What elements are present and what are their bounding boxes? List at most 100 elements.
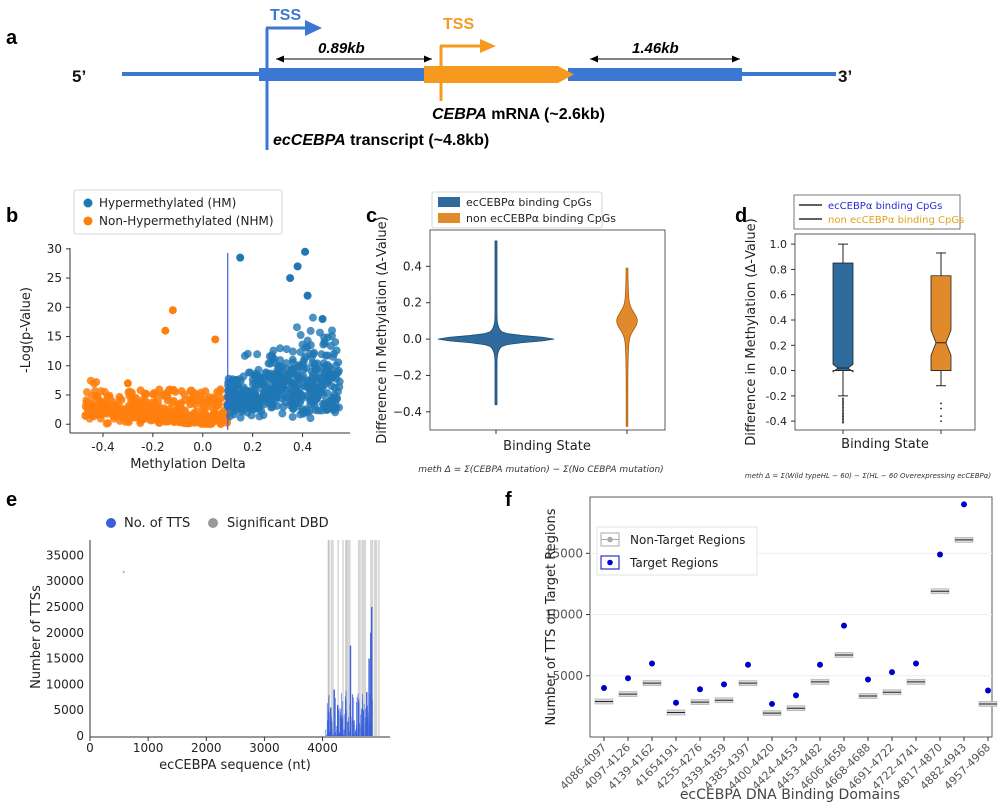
hm-point: [257, 406, 266, 415]
highlight-point: [328, 373, 337, 382]
nhm-point: [166, 404, 175, 413]
hm-point: [275, 368, 284, 377]
volcano-xtick-label: -0.4: [91, 440, 114, 454]
violin-ec-binding: [437, 240, 555, 405]
box-formula: meth Δ = Σ(Wild typeHL − 60) − Σ(HL − 60…: [745, 472, 991, 480]
nhm-point: [216, 420, 225, 429]
hm-point: [320, 339, 329, 348]
violin-legend-box: [431, 191, 603, 229]
volcano-ytick-label: 10: [47, 359, 62, 373]
ec-label-rest: transcript (~4.8kb): [346, 132, 490, 149]
nhm-point: [217, 409, 226, 418]
hm-point: [278, 409, 287, 418]
hm-point: [292, 323, 301, 332]
violin-axes: −0.4 −0.2 0.0 0.2 0.4: [393, 259, 628, 434]
hm-point: [306, 326, 315, 335]
nhm-point: [143, 401, 152, 410]
ec-tss-arrowhead: [305, 20, 322, 36]
panel-label-a: a: [6, 27, 18, 49]
hm-point: [235, 398, 244, 407]
dbd-ylabel: Number of TTS on Target Regions: [544, 508, 559, 725]
box-outlier: [842, 403, 844, 406]
mrna-label: CEBPA mRNA (~2.6kb): [432, 106, 605, 123]
hm-point: [330, 405, 339, 414]
hm-point: [244, 391, 253, 400]
box-ytick-label: -0.2: [766, 390, 787, 403]
target-point: [817, 661, 823, 668]
nhm-point: [163, 393, 172, 402]
significant-dbd-band: [332, 540, 334, 736]
violin-ytick-label: 0.2: [403, 296, 422, 310]
hm-point: [317, 350, 326, 359]
hm-point: [226, 392, 235, 401]
nhm-point: [151, 390, 160, 399]
significant-dbd-band: [348, 540, 351, 736]
nhm-point: [141, 408, 150, 417]
box-outlier: [842, 415, 844, 418]
target-point: [841, 622, 847, 629]
hm-point: [289, 404, 298, 413]
distance-right-head-l: [590, 55, 598, 63]
volcano-ytick-label: 5: [54, 388, 62, 402]
nhm-point: [199, 395, 208, 404]
tts-xtick-label: 2000: [191, 741, 222, 755]
hm-point: [288, 412, 297, 421]
hm-point: [276, 344, 285, 353]
hm-point: [334, 358, 343, 367]
hm-point: [288, 386, 297, 395]
significant-dbd-band: [344, 540, 347, 736]
mrna-tss-label: TSS: [443, 16, 474, 33]
tts-xlabel: ecCEBPA sequence (nt): [159, 758, 311, 773]
mrna-label-rest: mRNA (~2.6kb): [487, 106, 605, 123]
hm-point: [239, 372, 248, 381]
nhm-point: [102, 419, 111, 428]
distance-left-head-r: [424, 55, 432, 63]
dbd-comparison-plot: 500010000150004086-40974097-41264139-416…: [544, 496, 998, 803]
hm-point: [321, 377, 330, 386]
highlight-point: [301, 247, 310, 256]
hm-point: [293, 373, 302, 382]
panel-label-d: d: [735, 205, 747, 227]
volcano-ylabel: -Log(p-Value): [19, 287, 34, 373]
volcano-ytick-label: 25: [47, 271, 62, 285]
box-outlier: [842, 406, 844, 409]
hm-point: [298, 340, 307, 349]
nhm-point: [127, 400, 136, 409]
hm-point: [253, 350, 262, 359]
violin-ytick-label: −0.4: [393, 405, 422, 419]
panel-label-f: f: [505, 489, 512, 511]
distance-right-head-r: [732, 55, 740, 63]
hm-point: [294, 392, 303, 401]
hm-point: [252, 369, 261, 378]
tts-xtick-label: 1000: [133, 741, 164, 755]
hm-point: [312, 386, 321, 395]
volcano-xtick-label: 0.0: [193, 440, 212, 454]
hm-point: [311, 366, 320, 375]
violin-ytick-label: 0.0: [403, 332, 422, 346]
box-outlier: [842, 402, 844, 404]
hm-point: [328, 326, 337, 335]
nhm-point: [154, 405, 163, 414]
dbd-frame: [589, 496, 993, 738]
mrna-tss-arrowhead: [480, 39, 496, 53]
ec-tss-label: TSS: [270, 7, 301, 24]
box-body: [832, 262, 854, 373]
nhm-point: [135, 398, 144, 407]
tts-xtick-label: 3000: [249, 741, 280, 755]
target-point: [913, 660, 919, 667]
nhm-point: [97, 387, 106, 396]
dbd-ytick-label: 10000: [545, 608, 583, 622]
dbd-legend-box: [596, 526, 758, 576]
violin-frame: [429, 229, 666, 431]
dbd-ytick-label: 15000: [545, 546, 583, 560]
hm-point: [319, 401, 328, 410]
legend-c-label-2: non ecCEBPα binding CpGs: [466, 212, 616, 225]
legend-e-marker-2: [208, 518, 218, 528]
significant-dbd-band: [327, 540, 330, 736]
volcano-xtick-label: 0.2: [243, 440, 262, 454]
dbd-xlabel: ecCEBPA DNA Binding Domains: [680, 787, 900, 803]
nhm-point: [153, 397, 162, 406]
box-outlier: [842, 411, 844, 413]
legend-d-label-2: non ecCEBPα binding CpGs: [828, 215, 964, 226]
